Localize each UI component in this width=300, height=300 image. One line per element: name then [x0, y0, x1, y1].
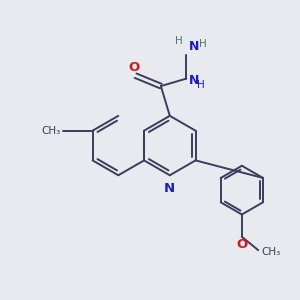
Text: H: H	[175, 36, 183, 46]
Text: N: N	[164, 182, 176, 195]
Text: N: N	[188, 40, 199, 53]
Text: CH₃: CH₃	[261, 247, 280, 256]
Text: O: O	[128, 61, 140, 74]
Text: CH₃: CH₃	[41, 126, 61, 136]
Text: O: O	[236, 238, 248, 251]
Text: H: H	[199, 39, 206, 49]
Text: N: N	[188, 74, 199, 87]
Text: H: H	[196, 80, 204, 90]
